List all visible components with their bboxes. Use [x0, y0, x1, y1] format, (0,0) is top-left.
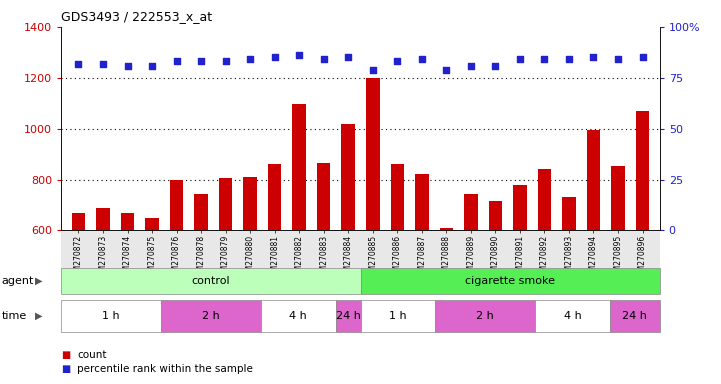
Bar — [391, 164, 404, 230]
Text: control: control — [192, 276, 230, 286]
Text: 2 h: 2 h — [202, 311, 220, 321]
Text: 4 h: 4 h — [289, 311, 307, 321]
Bar — [435, 300, 535, 332]
Point — [171, 58, 182, 65]
Text: ■: ■ — [61, 350, 71, 360]
Bar — [611, 166, 625, 230]
Text: 1 h: 1 h — [102, 311, 120, 321]
Point — [539, 56, 550, 63]
Bar — [146, 218, 159, 230]
Point — [73, 60, 84, 66]
Text: 24 h: 24 h — [622, 311, 647, 321]
Bar — [120, 213, 134, 230]
Bar — [268, 164, 281, 230]
Bar — [71, 213, 85, 230]
Bar — [335, 300, 360, 332]
Text: agent: agent — [1, 276, 34, 286]
Bar — [317, 163, 330, 230]
Bar — [440, 228, 453, 230]
Bar — [538, 169, 551, 230]
Point — [441, 66, 452, 73]
Bar — [244, 177, 257, 230]
Point — [97, 60, 109, 66]
Bar — [61, 300, 161, 332]
Bar — [535, 300, 610, 332]
Bar — [61, 268, 360, 294]
Text: ■: ■ — [61, 364, 71, 374]
Text: ▶: ▶ — [35, 276, 42, 286]
Point — [146, 63, 158, 69]
Bar — [219, 178, 232, 230]
Bar — [636, 111, 650, 230]
Bar — [293, 104, 306, 230]
Point — [244, 56, 256, 63]
Point — [392, 58, 403, 65]
Point — [269, 55, 280, 61]
Bar — [464, 194, 477, 230]
Bar — [489, 201, 502, 230]
Bar — [587, 130, 601, 230]
Bar — [96, 207, 110, 230]
Bar — [360, 300, 435, 332]
Bar — [360, 268, 660, 294]
Point — [122, 63, 133, 69]
Bar — [161, 300, 261, 332]
Text: time: time — [1, 311, 27, 321]
Text: GDS3493 / 222553_x_at: GDS3493 / 222553_x_at — [61, 10, 213, 23]
Point — [195, 58, 207, 65]
Bar — [562, 197, 575, 230]
Bar — [513, 185, 526, 230]
Point — [220, 58, 231, 65]
Bar — [195, 194, 208, 230]
Text: 2 h: 2 h — [477, 311, 494, 321]
Point — [416, 56, 428, 63]
Text: cigarette smoke: cigarette smoke — [465, 276, 555, 286]
Point — [490, 63, 501, 69]
Bar — [342, 124, 355, 230]
Point — [588, 55, 599, 61]
Text: count: count — [77, 350, 107, 360]
Bar — [610, 300, 660, 332]
Bar — [261, 300, 335, 332]
Point — [514, 56, 526, 63]
Point — [318, 56, 329, 63]
Bar — [415, 174, 428, 230]
Point — [342, 55, 354, 61]
Text: ▶: ▶ — [35, 311, 42, 321]
Bar — [366, 78, 379, 230]
Text: percentile rank within the sample: percentile rank within the sample — [77, 364, 253, 374]
Point — [637, 55, 648, 61]
Point — [465, 63, 477, 69]
Text: 24 h: 24 h — [335, 311, 360, 321]
Bar — [170, 180, 183, 230]
Point — [293, 52, 305, 58]
Point — [367, 66, 379, 73]
Point — [612, 56, 624, 63]
Text: 4 h: 4 h — [564, 311, 581, 321]
Point — [563, 56, 575, 63]
Text: 1 h: 1 h — [389, 311, 407, 321]
